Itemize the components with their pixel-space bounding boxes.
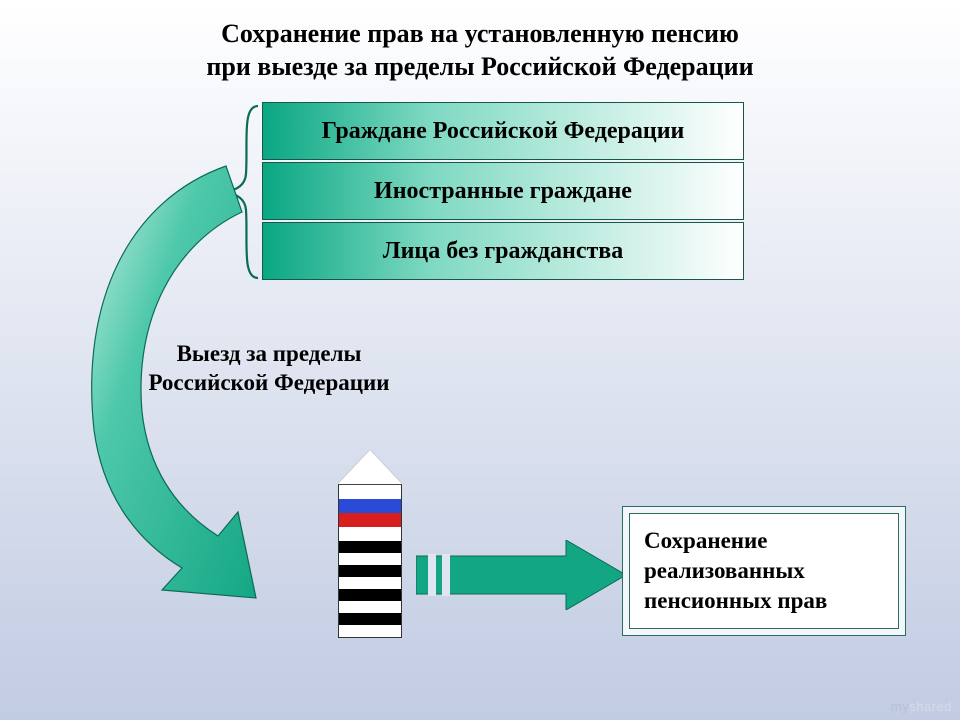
pillar-stripe — [339, 513, 401, 527]
result-line2: реализованных — [644, 558, 805, 583]
border-pillar-icon — [338, 450, 402, 638]
pillar-stripe — [339, 601, 401, 613]
page-title: Сохранение прав на установленную пенсию … — [0, 18, 960, 83]
pillar-body — [338, 484, 402, 638]
brace-icon — [224, 102, 260, 282]
category-stateless: Лица без гражданства — [262, 222, 744, 280]
category-citizens-rf: Граждане Российской Федерации — [262, 102, 744, 160]
category-label: Иностранные граждане — [374, 178, 632, 205]
pillar-stripe — [339, 625, 401, 637]
arrow-label: Выезд за пределы Российской Федерации — [124, 340, 414, 398]
pillar-stripe — [339, 499, 401, 513]
pillar-stripe — [339, 541, 401, 553]
pillar-stripe — [339, 553, 401, 565]
pillar-stripe — [339, 589, 401, 601]
category-foreign: Иностранные граждане — [262, 162, 744, 220]
result-box: Сохранение реализованных пенсионных прав — [622, 506, 906, 636]
pillar-stripe — [339, 485, 401, 499]
watermark-part1: my — [891, 699, 909, 714]
pillar-roof — [338, 450, 402, 484]
pillar-stripe — [339, 577, 401, 589]
result-inner: Сохранение реализованных пенсионных прав — [629, 513, 899, 629]
category-label: Граждане Российской Федерации — [322, 118, 685, 145]
right-arrow-icon — [416, 540, 626, 610]
title-line2: при выезде за пределы Российской Федерац… — [206, 52, 753, 81]
watermark: myshared — [891, 699, 952, 714]
result-line3: пенсионных прав — [644, 588, 827, 613]
arrow-label-line2: Российской Федерации — [148, 370, 389, 395]
pillar-stripe — [339, 527, 401, 541]
result-line1: Сохранение — [644, 528, 768, 553]
watermark-part2: shared — [909, 699, 952, 714]
title-line1: Сохранение прав на установленную пенсию — [221, 19, 739, 48]
pillar-stripe — [339, 613, 401, 625]
pillar-stripe — [339, 565, 401, 577]
arrow-label-line1: Выезд за пределы — [177, 341, 362, 366]
category-label: Лица без гражданства — [383, 238, 624, 265]
